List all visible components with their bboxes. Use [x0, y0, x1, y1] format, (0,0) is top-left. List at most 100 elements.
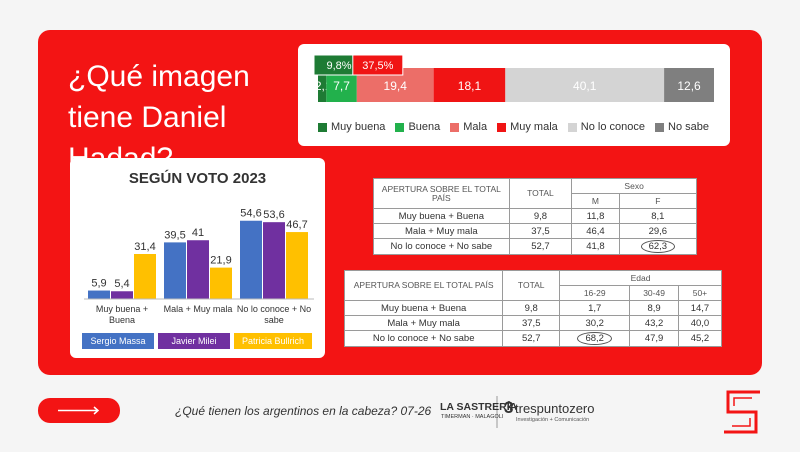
table-cell: Muy buena + Buena: [343, 300, 504, 316]
table-header: 16-29: [559, 285, 631, 301]
bar: [263, 222, 285, 299]
legend-label: Muy mala: [510, 121, 558, 133]
table-cell: Muy buena + Buena: [373, 208, 510, 224]
circled-cell: 62,3: [640, 240, 676, 253]
legend-label: No lo conoce: [580, 121, 645, 133]
table-row: No lo conoce + No sabe 52,7 68,2 47,9 45,2: [343, 330, 723, 347]
circled-cell: 68,2: [577, 332, 612, 345]
table-header: APERTURA SOBRE EL TOTAL PAÍS: [343, 270, 504, 301]
table-cell: No lo conoce + No sabe: [373, 238, 510, 255]
annotation-box: [352, 54, 404, 76]
table-cell: 37,5: [508, 223, 573, 239]
table-header: 50+: [677, 285, 723, 301]
table-row: Mala + Muy mala 37,5 46,4 29,6: [373, 223, 698, 239]
value-label: 12,6: [677, 79, 701, 93]
legend-item: Muy buena: [318, 121, 385, 133]
table-cell: 41,8: [571, 238, 620, 255]
value-label: 54,6: [240, 208, 261, 220]
caption: ¿Qué tienen los argentinos en la cabeza?…: [175, 404, 432, 418]
legend: Muy buena Buena Mala Muy mala No lo conoce No…: [318, 121, 709, 133]
value-label: 18,1: [458, 79, 482, 93]
table-cell: 30,2: [559, 315, 631, 331]
table-cell: 8,9: [629, 300, 679, 316]
table-cell: 62,3: [618, 238, 698, 255]
brand-mark: 3: [504, 398, 514, 417]
table-row: No lo conoce + No sabe 52,7 41,8 62,3: [373, 238, 698, 255]
legend-item: Mala: [450, 121, 487, 133]
table-header: TOTAL: [502, 270, 561, 301]
legend-item: Javier Milei: [158, 333, 230, 349]
bar: [240, 220, 262, 299]
table-cell: No lo conoce + No sabe: [343, 330, 504, 347]
logo: [724, 390, 760, 434]
table-cell: 9,8: [502, 300, 561, 316]
value-label: 21,9: [210, 255, 231, 267]
table-row: Muy buena + Buena 9,8 1,7 8,9 14,7: [343, 300, 723, 316]
table-cell: 1,7: [559, 300, 631, 316]
bar: [210, 267, 232, 299]
table-cell: 47,9: [629, 330, 679, 347]
value-label: 53,6: [263, 209, 284, 221]
bar: [164, 242, 186, 299]
bar: [88, 290, 110, 299]
legend-swatch: [567, 122, 577, 132]
table-row: APERTURA SOBRE EL TOTAL PAÍS TOTAL Edad: [343, 270, 722, 301]
bar: [286, 232, 308, 299]
table-cell: Mala + Muy mala: [343, 315, 504, 331]
chart-title: SEGÚN VOTO 2023: [128, 170, 267, 187]
x-tick-label: Mala + Muy mala: [163, 304, 233, 314]
value-label: 5,4: [114, 278, 129, 290]
legend-item: Sergio Massa: [82, 333, 154, 349]
legend-item: No sabe: [655, 121, 709, 133]
brand: LA SASTRERÍA: [440, 401, 518, 413]
table-cell: 45,2: [677, 330, 723, 347]
value-label: 40,1: [573, 79, 597, 93]
table-header: Sexo: [571, 178, 697, 194]
legend-item: Buena: [395, 121, 440, 133]
legend-label: Mala: [463, 121, 488, 133]
bar-segment: [318, 68, 327, 102]
bar-segment: [664, 68, 714, 102]
brand-sub: Investigación + Comunicación: [516, 417, 590, 423]
value-label: 19,4: [384, 79, 408, 93]
table-cell: 52,7: [508, 238, 573, 255]
table-cell: 43,2: [629, 315, 679, 331]
bar: [134, 253, 156, 299]
brand: trespuntozero: [515, 401, 595, 416]
legend-swatch: [318, 122, 327, 132]
bar-segment: [505, 68, 665, 102]
value-label: 31,4: [134, 241, 155, 253]
brand-sub: TIMERMAN · MALAGOLI: [441, 414, 504, 420]
legend-swatch: [655, 122, 664, 132]
table-cell: 37,5: [502, 315, 561, 331]
table: APERTURA SOBRE EL TOTAL PAÍS TOTAL Edad 16-…: [343, 270, 723, 347]
value-label: 41: [192, 227, 204, 239]
table-header: M: [571, 193, 620, 209]
legend-label: Buena: [408, 121, 441, 133]
table-row: APERTURA SOBRE EL TOTAL PAÍS TOTAL Sexo: [373, 178, 697, 209]
bar: [111, 291, 133, 299]
table-cell: 68,2: [559, 330, 631, 347]
legend-swatch: [497, 122, 507, 132]
value-label: 39,5: [164, 229, 185, 241]
annotation: 37,5%: [362, 60, 393, 72]
table-cell: 8,1: [618, 208, 698, 224]
legend-swatch: [395, 122, 405, 132]
value-label: 46,7: [286, 219, 307, 231]
legend-label: No sabe: [668, 121, 709, 133]
table-cell: 11,8: [571, 208, 620, 224]
table-header: 30-49: [629, 285, 679, 301]
table-cell: 52,7: [502, 330, 561, 347]
table-cell: 14,7: [677, 300, 723, 316]
table-header: APERTURA SOBRE EL TOTAL PAÍS: [373, 178, 510, 209]
table-row: Muy buena + Buena 9,8 11,8 8,1: [373, 208, 698, 224]
bar: [187, 240, 209, 299]
table-cell: 46,4: [571, 223, 620, 239]
legend-label: Muy buena: [331, 121, 386, 133]
table-cell: 9,8: [508, 208, 573, 224]
x-tick-label: No lo conoce + No sabe: [236, 304, 312, 325]
arrow: [93, 406, 100, 415]
